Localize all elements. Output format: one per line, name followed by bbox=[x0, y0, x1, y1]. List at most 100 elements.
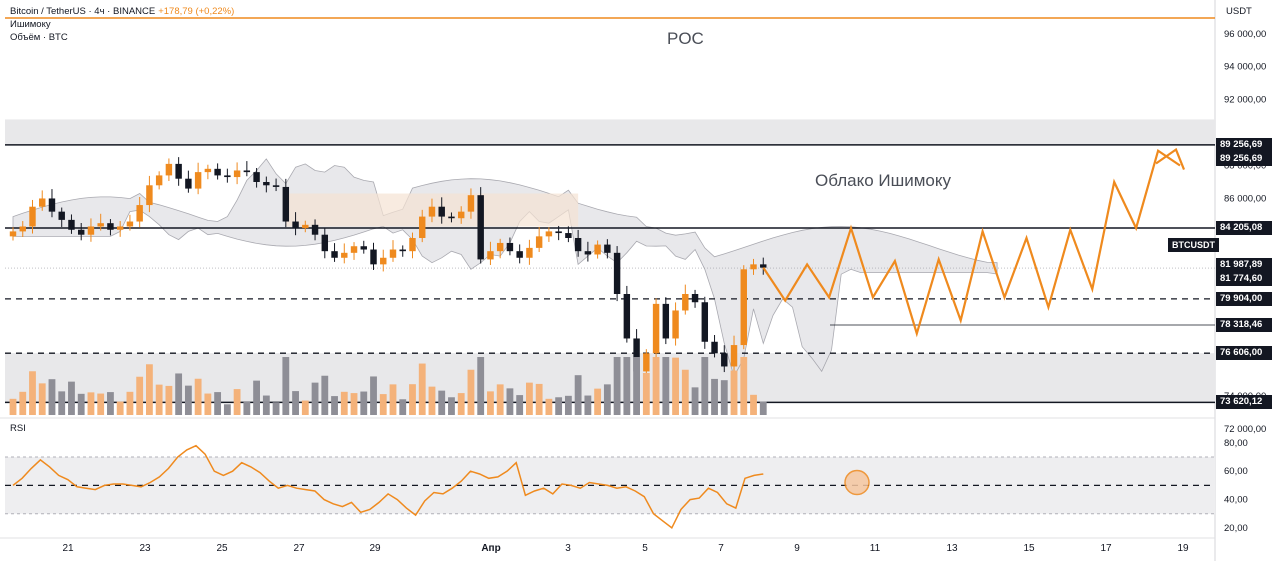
volume-bar-53 bbox=[526, 382, 533, 415]
volume-bar-5 bbox=[58, 391, 66, 415]
volume-bar-44 bbox=[438, 390, 446, 415]
volume-bar-0 bbox=[9, 398, 17, 415]
candle-39 bbox=[389, 249, 397, 258]
time-tick-4: 29 bbox=[369, 543, 381, 554]
rsi-tick-2: 40,00 bbox=[1224, 495, 1248, 506]
candle-8 bbox=[87, 226, 95, 235]
volume-bar-63 bbox=[623, 357, 631, 415]
rsi-tick-0: 80,00 bbox=[1224, 438, 1248, 449]
volume-bar-59 bbox=[584, 395, 592, 415]
chart-legend: Bitcoin / TetherUS · 4ч · BINANCE +178,79… bbox=[10, 5, 234, 44]
candle-55 bbox=[545, 231, 553, 237]
candle-52 bbox=[516, 251, 523, 258]
price-tag-8: 73 620,12 bbox=[1216, 395, 1272, 410]
volume-bar-56 bbox=[555, 397, 563, 415]
volume-bar-77 bbox=[759, 401, 767, 415]
volume-bar-70 bbox=[691, 387, 699, 415]
volume-bar-43 bbox=[428, 386, 436, 415]
volume-bar-17 bbox=[175, 373, 183, 415]
volume-bar-46 bbox=[457, 393, 465, 415]
volume-bar-51 bbox=[506, 388, 514, 415]
candle-44 bbox=[438, 206, 445, 217]
candle-41 bbox=[409, 238, 416, 252]
volume-bar-61 bbox=[603, 384, 611, 415]
candle-9 bbox=[97, 223, 104, 227]
time-tick-2: 25 bbox=[216, 543, 228, 554]
volume-bar-23 bbox=[233, 389, 241, 415]
candle-10 bbox=[107, 223, 114, 230]
candle-32 bbox=[321, 234, 329, 252]
candle-56 bbox=[555, 231, 562, 234]
volume-bar-2 bbox=[29, 371, 36, 415]
candle-30 bbox=[302, 224, 309, 229]
volume-bar-74 bbox=[730, 370, 738, 415]
candle-58 bbox=[574, 238, 582, 252]
volume-bar-13 bbox=[136, 376, 144, 415]
candle-13 bbox=[136, 205, 143, 222]
candle-25 bbox=[253, 172, 260, 182]
candle-71 bbox=[701, 302, 709, 342]
volume-bar-24 bbox=[243, 401, 251, 415]
candle-38 bbox=[380, 257, 387, 265]
rsi-line bbox=[12, 444, 764, 530]
price-tag-4: 81 774,60 bbox=[1216, 271, 1272, 286]
candle-6 bbox=[68, 219, 75, 230]
volume-bar-3 bbox=[38, 383, 46, 415]
symbol-price-tag: BTCUSDT bbox=[1168, 238, 1219, 252]
volume-bar-40 bbox=[399, 399, 407, 415]
volume-bar-6 bbox=[68, 381, 75, 415]
volume-bar-71 bbox=[701, 357, 709, 415]
candle-24 bbox=[243, 170, 251, 173]
volume-bar-73 bbox=[720, 380, 728, 415]
volume-bar-10 bbox=[107, 392, 114, 415]
ichimoku-cloud-annotation: Облако Ишимоку bbox=[815, 171, 951, 190]
candle-64 bbox=[633, 338, 640, 372]
candle-27 bbox=[272, 185, 280, 187]
candle-67 bbox=[662, 303, 670, 339]
candle-15 bbox=[155, 175, 163, 186]
volume-bar-19 bbox=[194, 378, 202, 415]
candle-46 bbox=[457, 211, 465, 219]
volume-bar-34 bbox=[340, 391, 348, 415]
volume-bar-27 bbox=[272, 402, 280, 415]
time-tick-14: 19 bbox=[1177, 543, 1189, 554]
candle-45 bbox=[448, 216, 455, 219]
volume-bar-57 bbox=[564, 395, 572, 415]
volume-bar-62 bbox=[613, 357, 621, 415]
candle-48 bbox=[477, 195, 484, 260]
volume-bar-42 bbox=[418, 363, 426, 415]
candle-53 bbox=[526, 247, 533, 258]
candle-73 bbox=[721, 353, 728, 367]
candle-0 bbox=[9, 231, 17, 237]
candle-7 bbox=[77, 229, 85, 235]
candle-34 bbox=[341, 252, 348, 258]
indicator-ichimoku[interactable]: Ишимоку bbox=[10, 19, 51, 30]
candle-57 bbox=[565, 233, 572, 238]
candle-61 bbox=[604, 244, 611, 253]
candle-70 bbox=[691, 294, 699, 303]
volume-bar-47 bbox=[467, 369, 475, 415]
volume-bar-45 bbox=[448, 397, 455, 415]
candle-60 bbox=[594, 244, 601, 255]
time-tick-11: 13 bbox=[946, 543, 958, 554]
candle-16 bbox=[165, 163, 173, 176]
volume-bar-11 bbox=[116, 401, 124, 415]
volume-bar-54 bbox=[535, 383, 543, 415]
volume-bar-58 bbox=[574, 375, 582, 415]
time-tick-12: 15 bbox=[1023, 543, 1035, 554]
volume-bar-76 bbox=[750, 394, 757, 415]
indicator-volume[interactable]: Объём · BTC bbox=[10, 32, 68, 43]
candle-66 bbox=[652, 303, 660, 354]
currency-label[interactable]: USDT bbox=[1226, 6, 1252, 17]
symbol-title[interactable]: Bitcoin / TetherUS · 4ч · BINANCE bbox=[10, 6, 156, 17]
candle-26 bbox=[263, 182, 270, 186]
volume-bar-29 bbox=[292, 391, 299, 415]
price-tag-0: 89 256,69 bbox=[1216, 137, 1272, 152]
price-tick-3: 88 000,00 bbox=[1224, 161, 1266, 172]
candle-1 bbox=[19, 226, 26, 232]
rsi-indicator-label[interactable]: RSI bbox=[10, 423, 26, 434]
candle-4 bbox=[48, 198, 56, 212]
volume-bar-75 bbox=[740, 357, 748, 415]
volume-bar-15 bbox=[155, 384, 163, 415]
